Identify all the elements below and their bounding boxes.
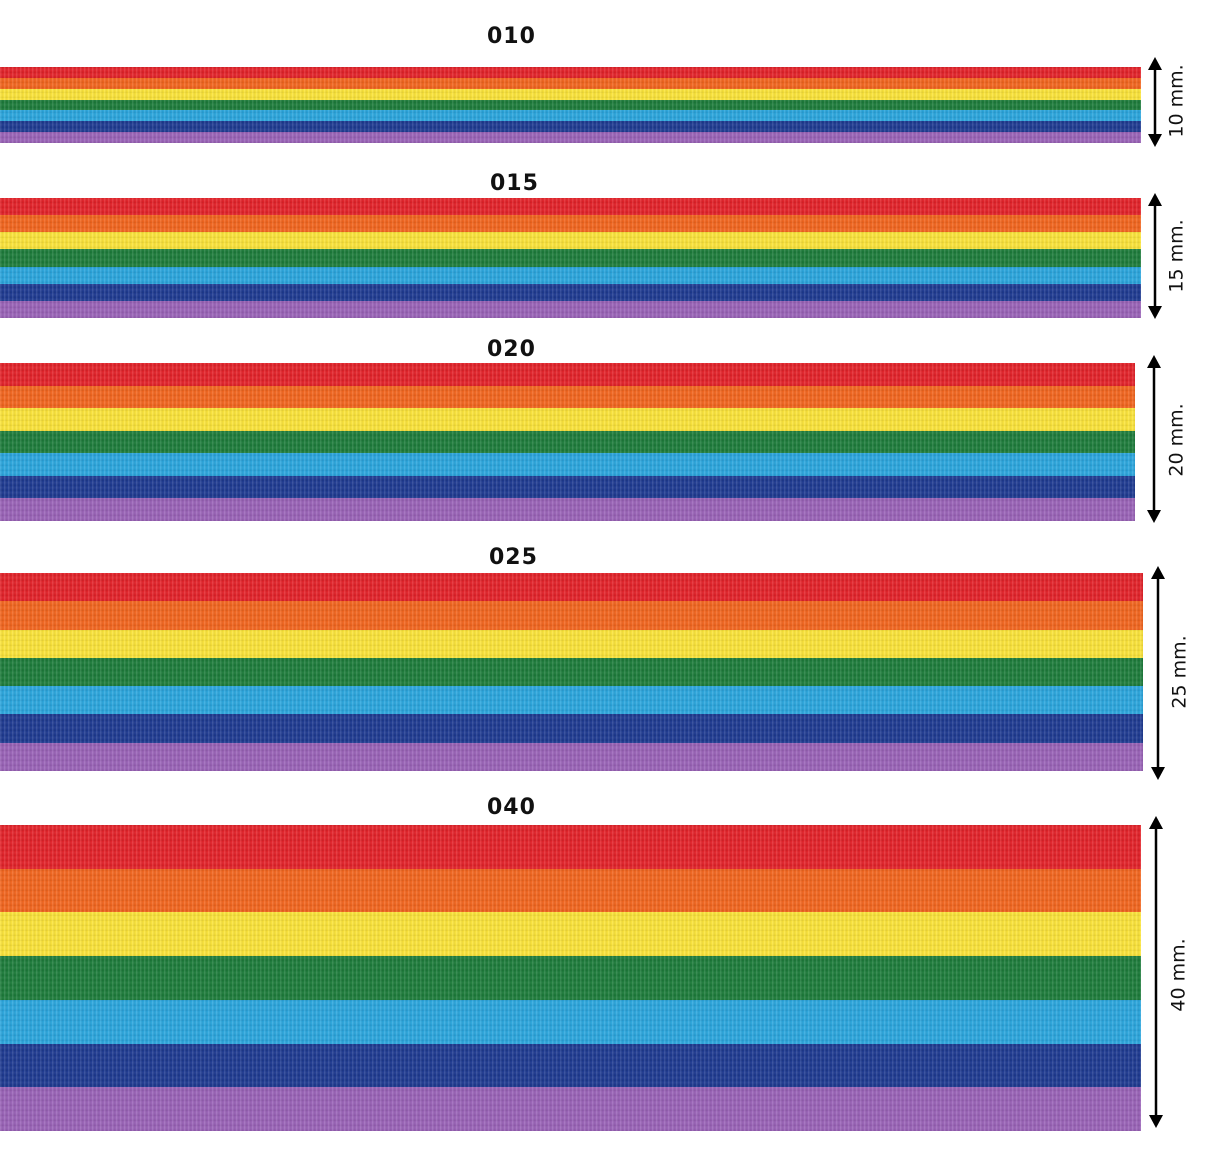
ribbon-code-025: 025 bbox=[489, 545, 538, 570]
stripe-yellow bbox=[0, 88, 1141, 100]
stripe-green bbox=[0, 249, 1141, 267]
stripe-purple bbox=[0, 742, 1143, 771]
dimension-arrow-icon bbox=[1144, 355, 1164, 523]
dimension-arrow-icon bbox=[1145, 57, 1165, 147]
stripe-orange bbox=[0, 77, 1141, 89]
ribbon-width-label-025: 25 mm. bbox=[1168, 635, 1191, 709]
ribbon-width-label-040: 40 mm. bbox=[1167, 938, 1190, 1012]
stripe-light-blue bbox=[0, 266, 1141, 284]
stripe-purple bbox=[0, 300, 1141, 318]
stripe-purple bbox=[0, 1087, 1141, 1131]
stripe-yellow bbox=[0, 629, 1143, 658]
stripe-dark-blue bbox=[0, 121, 1141, 133]
stripe-light-blue bbox=[0, 110, 1141, 122]
stripe-red bbox=[0, 825, 1141, 869]
stripe-red bbox=[0, 67, 1141, 78]
stripe-purple bbox=[0, 498, 1135, 521]
stripe-orange bbox=[0, 215, 1141, 233]
stripe-red bbox=[0, 198, 1141, 216]
ribbon-code-040: 040 bbox=[487, 795, 536, 820]
stripe-red bbox=[0, 573, 1143, 602]
ribbon-code-015: 015 bbox=[490, 171, 539, 196]
stripe-dark-blue bbox=[0, 283, 1141, 301]
ribbon-010 bbox=[0, 67, 1141, 143]
stripe-dark-blue bbox=[0, 1043, 1141, 1088]
ribbon-code-020: 020 bbox=[487, 337, 536, 362]
stripe-yellow bbox=[0, 408, 1135, 431]
ribbon-040 bbox=[0, 825, 1141, 1131]
ribbon-020 bbox=[0, 363, 1135, 521]
stripe-green bbox=[0, 956, 1141, 1000]
ribbon-025 bbox=[0, 573, 1143, 771]
ribbon-width-label-010: 10 mm. bbox=[1165, 64, 1188, 138]
stripe-dark-blue bbox=[0, 475, 1135, 499]
stripe-orange bbox=[0, 601, 1143, 630]
ribbon-width-label-015: 15 mm. bbox=[1165, 219, 1188, 293]
stripe-green bbox=[0, 430, 1135, 454]
stripe-green bbox=[0, 657, 1143, 687]
stripe-orange bbox=[0, 868, 1141, 913]
ribbon-code-010: 010 bbox=[487, 24, 536, 49]
stripe-light-blue bbox=[0, 999, 1141, 1044]
dimension-arrow-icon bbox=[1146, 816, 1166, 1128]
stripe-light-blue bbox=[0, 453, 1135, 476]
stripe-yellow bbox=[0, 912, 1141, 957]
stripe-green bbox=[0, 99, 1141, 111]
ribbon-015 bbox=[0, 198, 1141, 318]
stripe-orange bbox=[0, 385, 1135, 409]
dimension-arrow-icon bbox=[1148, 566, 1168, 780]
stripe-purple bbox=[0, 132, 1141, 143]
stripe-yellow bbox=[0, 232, 1141, 250]
ribbon-width-label-020: 20 mm. bbox=[1165, 403, 1188, 477]
dimension-arrow-icon bbox=[1145, 193, 1165, 319]
stripe-red bbox=[0, 363, 1135, 386]
stripe-dark-blue bbox=[0, 714, 1143, 743]
stripe-light-blue bbox=[0, 686, 1143, 715]
